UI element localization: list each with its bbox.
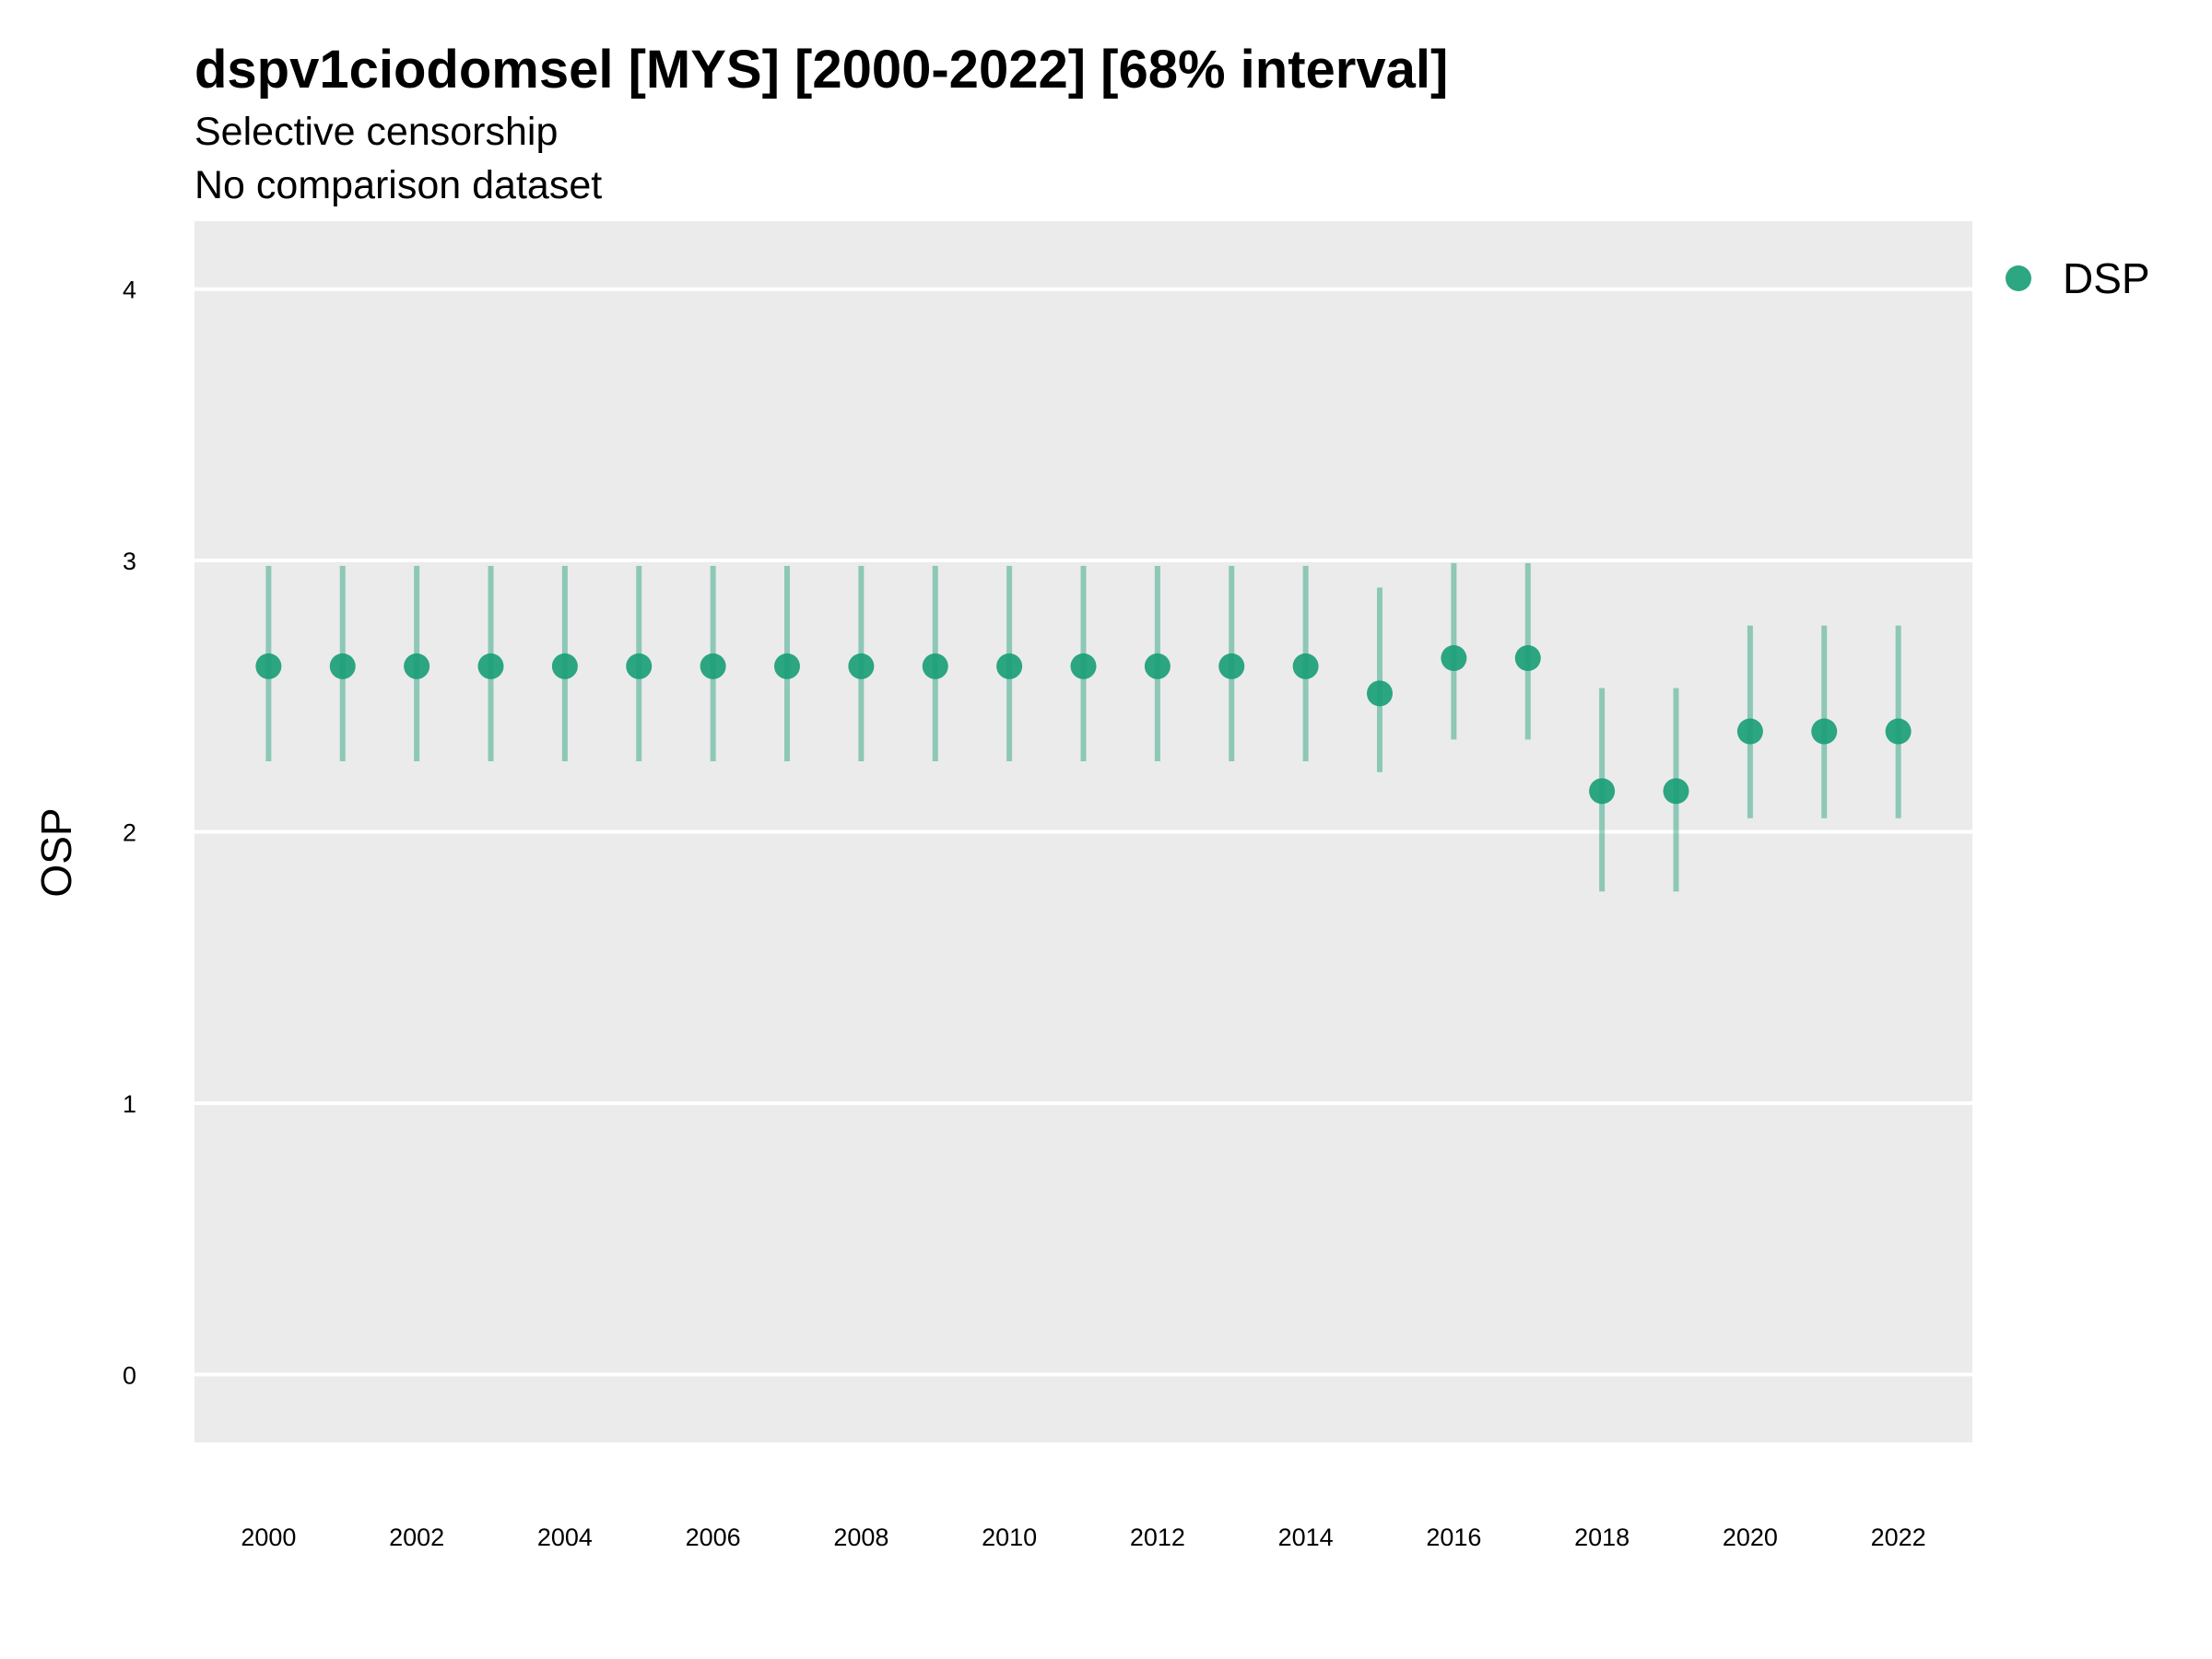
- data-point: [700, 653, 726, 679]
- data-point: [1885, 718, 1912, 745]
- chart-subtitle: Selective censorship: [194, 110, 558, 154]
- data-point: [1367, 680, 1393, 707]
- legend-key-dsp: [2006, 265, 2031, 291]
- x-tick-label: 2004: [537, 1524, 593, 1551]
- data-point: [1441, 645, 1467, 672]
- data-point: [329, 653, 356, 679]
- legend-label-dsp: DSP: [2063, 254, 2150, 302]
- x-tick-label: 2016: [1426, 1524, 1481, 1551]
- data-point: [404, 653, 430, 679]
- data-point: [1292, 653, 1319, 679]
- x-tick-label: 2010: [982, 1524, 1037, 1551]
- chart-title: dspv1ciodomsel [MYS] [2000-2022] [68% in…: [194, 40, 1448, 100]
- data-point: [774, 653, 800, 679]
- x-tick-label: 2000: [241, 1524, 296, 1551]
- data-point: [1070, 653, 1097, 679]
- x-tick-label: 2020: [1723, 1524, 1778, 1551]
- data-point: [1811, 718, 1838, 745]
- data-point: [922, 653, 948, 679]
- chart-subtitle-2: No comparison dataset: [194, 163, 602, 207]
- data-point: [1663, 778, 1689, 805]
- data-point: [1144, 653, 1171, 679]
- data-point: [848, 653, 875, 679]
- data-point: [477, 653, 504, 679]
- data-point: [1736, 718, 1763, 745]
- y-axis-label: OSP: [32, 807, 80, 897]
- data-points: [255, 645, 1912, 805]
- y-tick-label: 4: [123, 276, 136, 304]
- x-tick-label: 2008: [833, 1524, 888, 1551]
- data-point: [626, 653, 653, 679]
- x-tick-label: 2002: [389, 1524, 444, 1551]
- y-tick-label: 1: [123, 1090, 136, 1118]
- data-point: [1514, 645, 1541, 672]
- data-point: [255, 653, 282, 679]
- x-tick-label: 2012: [1130, 1524, 1185, 1551]
- y-tick-label: 0: [123, 1361, 136, 1389]
- y-tick-label: 2: [123, 819, 136, 847]
- x-tick-label: 2014: [1278, 1524, 1334, 1551]
- legend: DSP: [2006, 254, 2150, 302]
- data-point: [1218, 653, 1245, 679]
- x-tick-labels: 2000 2002 2004 2006 2008 2010 2012 2014 2016 2018…: [241, 1524, 1925, 1551]
- data-point: [1589, 778, 1616, 805]
- y-tick-labels: 0 1 2 3 4: [123, 276, 136, 1390]
- y-tick-label: 3: [123, 547, 136, 575]
- grid-lines: [194, 287, 1972, 1377]
- x-tick-label: 2022: [1871, 1524, 1926, 1551]
- data-point: [996, 653, 1023, 679]
- x-tick-label: 2006: [686, 1524, 741, 1551]
- x-tick-label: 2018: [1574, 1524, 1630, 1551]
- data-point: [551, 653, 578, 679]
